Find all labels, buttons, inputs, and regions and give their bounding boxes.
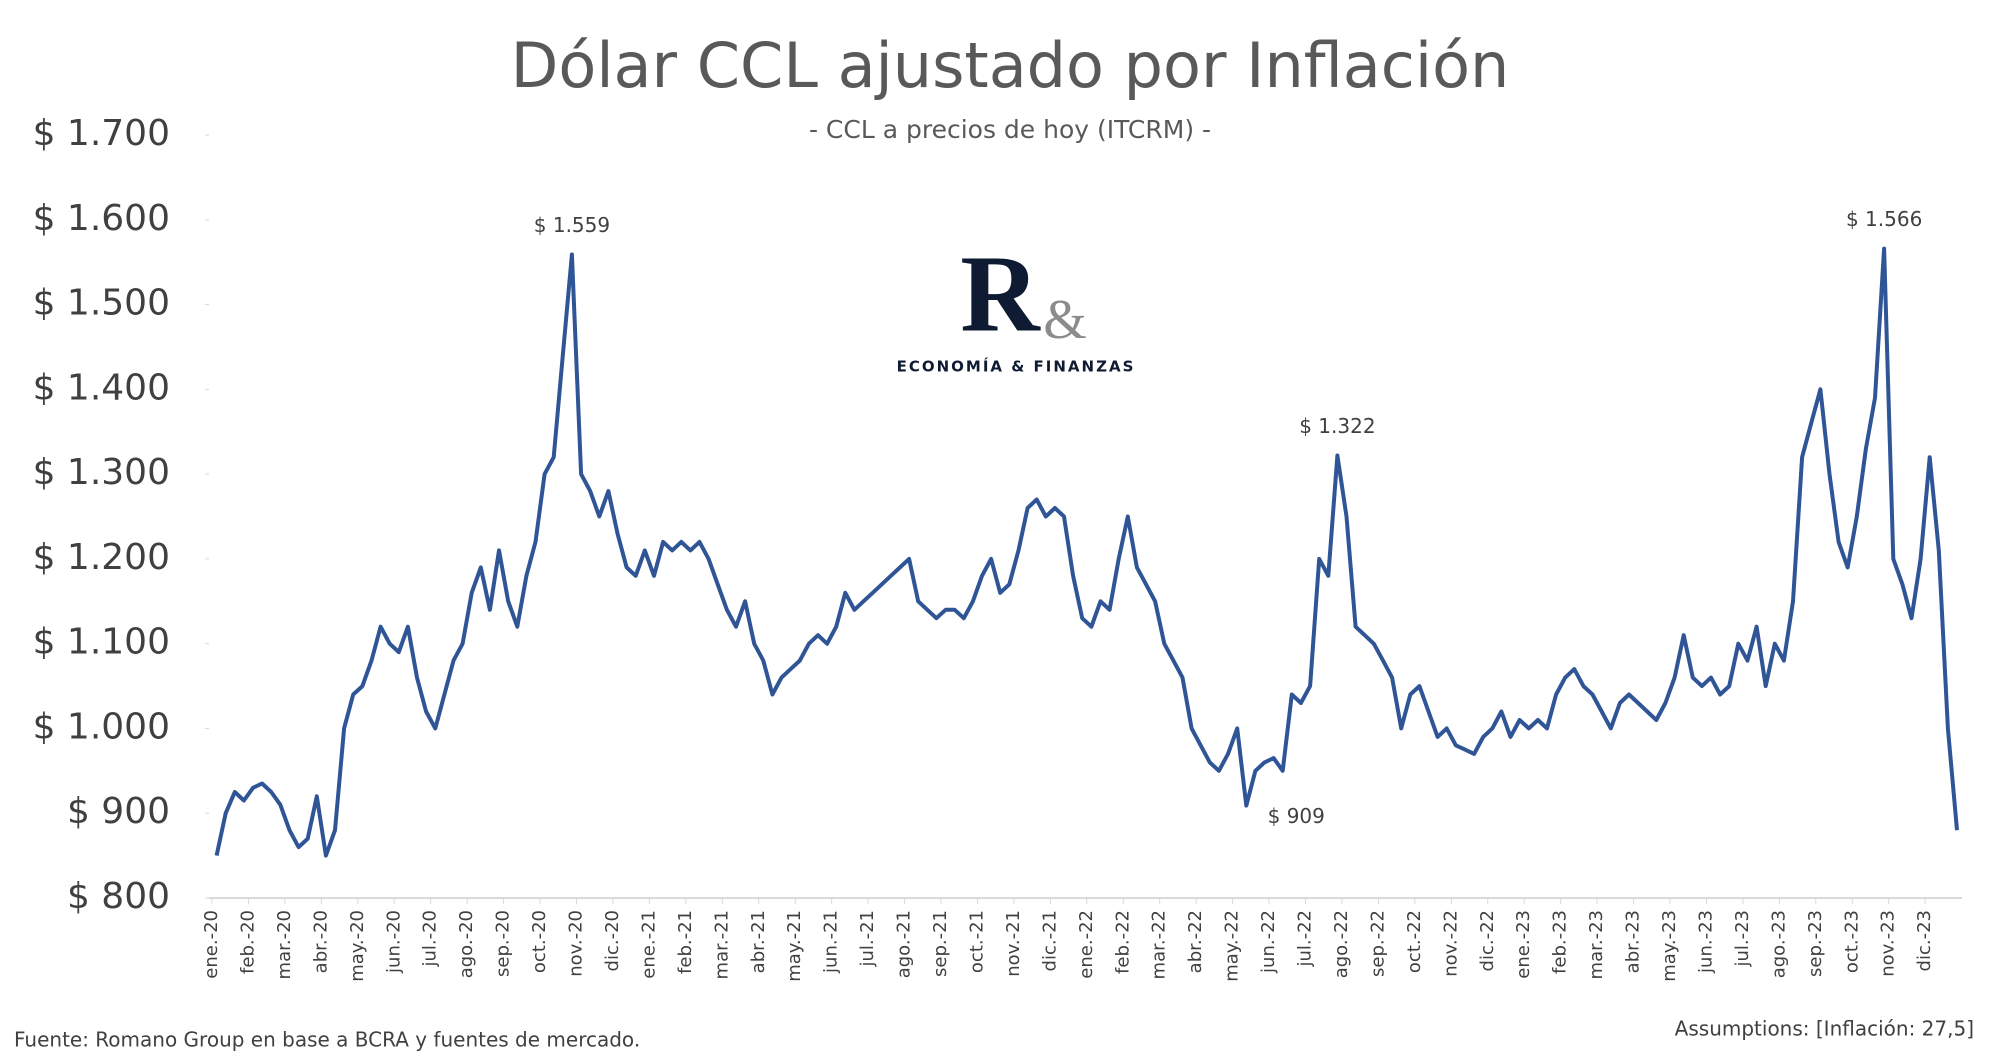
x-tick-label: oct.-21: [966, 910, 987, 973]
y-tick-label: $ 1.200: [33, 537, 170, 578]
logo-amp: &: [1043, 289, 1087, 351]
x-tick-label: jul.-22: [1295, 910, 1316, 968]
assumptions-note: Assumptions: [Inflación: 27,5]: [1675, 1017, 1974, 1041]
x-tick-label: ene.-21: [638, 910, 659, 979]
x-tick-label: nov.-20: [566, 910, 587, 977]
x-tick-label: dic.-20: [602, 910, 623, 971]
x-tick-label: dic.-22: [1477, 910, 1498, 971]
x-tick-label: mar.-22: [1149, 910, 1170, 979]
x-tick-label: jul.-20: [420, 910, 441, 968]
x-tick-label: nov.-21: [1003, 910, 1024, 977]
x-tick-label: nov.-23: [1878, 910, 1899, 977]
x-tick-label: sep.-23: [1805, 910, 1826, 977]
x-tick-label: dic.-23: [1914, 910, 1935, 971]
x-tick-label: sep.-20: [493, 910, 514, 977]
x-tick-label: ene.-22: [1076, 910, 1097, 979]
annotation: $ 1.322: [1299, 414, 1375, 438]
x-tick-label: sep.-21: [930, 910, 951, 977]
x-tick-label: mar.-21: [711, 910, 732, 979]
y-tick-label: $ 1.600: [33, 198, 170, 239]
annotation: $ 1.566: [1846, 207, 1922, 231]
x-tick-label: jun.-21: [821, 910, 842, 974]
x-tick-label: dic.-21: [1039, 910, 1060, 971]
x-tick-label: ago.-22: [1331, 910, 1352, 978]
y-tick-label: $ 1.300: [33, 452, 170, 493]
chart-subtitle: - CCL a precios de hoy (ITCRM) -: [809, 115, 1211, 144]
y-tick-label: $ 1.100: [33, 622, 170, 663]
x-tick-label: ago.-21: [894, 910, 915, 978]
x-tick-label: oct.-23: [1841, 910, 1862, 973]
x-tick-label: may.-23: [1659, 910, 1680, 982]
x-tick-label: may.-22: [1222, 910, 1243, 982]
logo-text: ECONOMÍA & FINANZAS: [897, 357, 1136, 376]
x-tick-label: jul.-23: [1732, 910, 1753, 968]
x-tick-label: abr.-20: [310, 910, 331, 973]
x-tick-label: may.-21: [784, 910, 805, 982]
y-tick-label: $ 900: [67, 791, 170, 832]
x-tick-label: sep.-22: [1367, 910, 1388, 977]
x-tick-label: jun.-23: [1695, 910, 1716, 974]
chart-title: Dólar CCL ajustado por Inflación: [511, 29, 1510, 102]
x-tick-label: jun.-22: [1258, 910, 1279, 974]
x-tick-label: mar.-20: [274, 910, 295, 979]
logo-mark: R: [960, 232, 1041, 354]
x-tick-label: jul.-21: [857, 910, 878, 968]
x-tick-label: feb.-20: [237, 910, 258, 974]
line-series: [214, 246, 1959, 858]
x-tick-label: abr.-23: [1623, 910, 1644, 973]
x-tick-label: ene.-20: [201, 910, 222, 979]
x-tick-label: nov.-22: [1440, 910, 1461, 977]
x-tick-label: abr.-22: [1185, 910, 1206, 973]
annotation: $ 909: [1268, 804, 1325, 828]
source-note: Fuente: Romano Group en base a BCRA y fu…: [14, 1028, 640, 1051]
y-tick-label: $ 1.000: [33, 706, 170, 747]
annotation: $ 1.559: [534, 213, 610, 237]
x-tick-label: ago.-20: [456, 910, 477, 978]
x-tick-label: abr.-21: [748, 910, 769, 973]
y-tick-label: $ 1.500: [33, 283, 170, 324]
x-tick-label: ene.-23: [1513, 910, 1534, 979]
y-tick-label: $ 1.400: [33, 367, 170, 408]
x-tick-label: jun.-20: [383, 910, 404, 974]
x-tick-label: may.-20: [347, 910, 368, 982]
x-tick-label: ago.-23: [1768, 910, 1789, 978]
x-tick-label: feb.-22: [1112, 910, 1133, 974]
x-tick-label: oct.-22: [1404, 910, 1425, 973]
x-tick-label: mar.-23: [1586, 910, 1607, 979]
x-tick-label: feb.-21: [675, 910, 696, 974]
y-tick-label: $ 800: [67, 876, 170, 917]
y-tick-label: $ 1.700: [33, 113, 170, 154]
x-tick-label: oct.-20: [529, 910, 550, 973]
x-tick-label: feb.-23: [1550, 910, 1571, 974]
